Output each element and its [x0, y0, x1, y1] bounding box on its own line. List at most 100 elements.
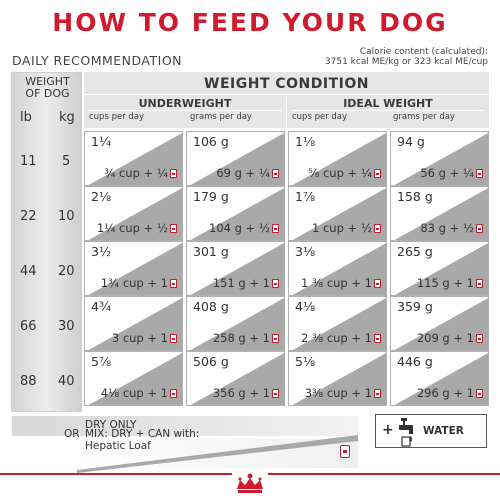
cell-wedge: [394, 353, 488, 405]
weight-kg: 40: [58, 374, 75, 389]
dry-amount: 158 g: [397, 189, 433, 204]
cell-wedge: [394, 133, 488, 185]
cell-wedge: [394, 188, 488, 240]
feeding-cell: 265 g 115 g + 1: [390, 241, 489, 296]
dry-amount: 446 g: [397, 354, 433, 369]
underweight-divider: [88, 110, 282, 111]
mix-amount-text: 83 g + ½: [420, 221, 474, 235]
mix-amount-text: 1 ⅜ cup + 1: [301, 276, 372, 290]
mix-amount-text: 1¾ cup + 1: [100, 276, 168, 290]
dry-amount: 94 g: [397, 134, 425, 149]
cell-wedge: [394, 243, 488, 295]
mix-amount: 1 cup + ½: [312, 221, 381, 235]
dry-amount: 301 g: [193, 244, 229, 259]
mix-amount: 1 ⅜ cup + 1: [301, 276, 381, 290]
can-icon: [170, 389, 177, 398]
can-icon: [374, 224, 381, 233]
can-icon: [340, 445, 350, 458]
dry-amount: 3½: [91, 244, 112, 259]
cell-wedge: [292, 133, 386, 185]
plus-sign: +: [382, 422, 394, 438]
mix-amount-text: 258 g + 1: [212, 331, 270, 345]
can-icon: [374, 334, 381, 343]
can-icon: [272, 224, 279, 233]
weight-lb: 11: [20, 154, 37, 169]
feeding-cell: 4¾ 3 cup + 1: [84, 296, 183, 351]
cell-wedge: [88, 353, 182, 405]
feeding-cell: 2⅛ 1¼ cup + ½: [84, 186, 183, 241]
weight-lb: 22: [20, 209, 37, 224]
mix-amount: 56 g + ¼: [420, 166, 483, 180]
weight-kg: 30: [58, 319, 75, 334]
cell-wedge: [190, 298, 284, 350]
cell-wedge: [88, 243, 182, 295]
dry-amount: 359 g: [397, 299, 433, 314]
mix-amount: 83 g + ½: [420, 221, 483, 235]
mix-label-line-1: MIX: DRY + CAN with:: [85, 428, 200, 440]
mix-amount-text: 2 ⅜ cup + 1: [301, 331, 372, 345]
mix-amount-text: ¾ cup + ¼: [104, 166, 168, 180]
weight-lb: 66: [20, 319, 37, 334]
mix-amount-text: 56 g + ¼: [420, 166, 474, 180]
ideal-cups-header: cups per day: [292, 112, 348, 122]
can-icon: [476, 224, 483, 233]
mix-label: MIX: DRY + CAN with: Hepatic Loaf: [85, 428, 199, 452]
mix-amount-text: 115 g + 1: [416, 276, 474, 290]
mix-amount-text: 104 g + ½: [209, 221, 270, 235]
ideal-weight-label: IDEAL WEIGHT: [343, 97, 433, 110]
mix-amount-text: 3 cup + 1: [111, 331, 168, 345]
dry-only-swatch: [12, 416, 358, 436]
dry-amount: 1¼: [91, 134, 112, 149]
feeding-cell: 359 g 209 g + 1: [390, 296, 489, 351]
unit-lb: lb: [20, 110, 32, 125]
dry-amount: 5⅛: [295, 354, 316, 369]
cell-wedge: [394, 298, 488, 350]
page-title: HOW TO FEED YOUR DOG: [52, 8, 448, 37]
weight-condition-title: WEIGHT CONDITION: [204, 76, 369, 92]
mix-amount: 4⅛ cup + 1: [101, 386, 177, 400]
cell-wedge: [292, 243, 386, 295]
dry-amount: 1⅛: [295, 134, 316, 149]
cell-wedge: [190, 188, 284, 240]
weight-of-dog-column: WEIGHT OF DOG lb kg 11 5 22 10 44 20 66 …: [11, 72, 82, 412]
mix-amount-text: 296 g + 1: [416, 386, 474, 400]
mix-amount-text: 1 cup + ½: [312, 221, 372, 235]
dry-amount: 408 g: [193, 299, 229, 314]
feeding-cell: 4⅛ 2 ⅜ cup + 1: [288, 296, 387, 351]
mix-amount-text: 1¼ cup + ½: [96, 221, 168, 235]
feeding-cell: 94 g 56 g + ¼: [390, 131, 489, 186]
weight-kg: 20: [58, 264, 75, 279]
mix-amount: ⅝ cup + ¼: [308, 166, 381, 180]
can-icon: [374, 169, 381, 178]
feeding-cell: 3⅛ 1 ⅜ cup + 1: [288, 241, 387, 296]
dry-amount: 265 g: [397, 244, 433, 259]
mix-amount: 296 g + 1: [417, 386, 483, 400]
or-label: OR: [64, 428, 80, 440]
feeding-cell: 408 g 258 g + 1: [186, 296, 285, 351]
cell-wedge: [88, 188, 182, 240]
mix-amount: 3⅜ cup + 1: [305, 386, 381, 400]
mix-amount-text: 4⅛ cup + 1: [100, 386, 168, 400]
feeding-cell: 1¼ ¾ cup + ¼: [84, 131, 183, 186]
cell-wedge: [292, 353, 386, 405]
dry-amount: 506 g: [193, 354, 229, 369]
mix-amount-text: 3⅜ cup + 1: [304, 386, 372, 400]
mix-amount: 209 g + 1: [417, 331, 483, 345]
feeding-cell: 179 g 104 g + ½: [186, 186, 285, 241]
can-icon: [272, 169, 279, 178]
mix-amount: 258 g + 1: [213, 331, 279, 345]
mix-amount-text: 69 g + ¼: [216, 166, 270, 180]
dry-amount: 4¾: [91, 299, 112, 314]
mix-amount: 69 g + ¼: [216, 166, 279, 180]
mix-amount-text: ⅝ cup + ¼: [308, 166, 372, 180]
feeding-cell: 446 g 296 g + 1: [390, 351, 489, 406]
legend-wedge: [77, 435, 358, 473]
can-icon: [476, 279, 483, 288]
water-legend: + WATER: [375, 414, 487, 448]
can-icon: [374, 389, 381, 398]
dry-amount: 2⅛: [91, 189, 112, 204]
calorie-content: Calorie content (calculated): 3751 kcal …: [325, 47, 488, 67]
weight-kg: 10: [58, 209, 75, 224]
can-icon: [476, 169, 483, 178]
dry-amount: 3⅛: [295, 244, 316, 259]
